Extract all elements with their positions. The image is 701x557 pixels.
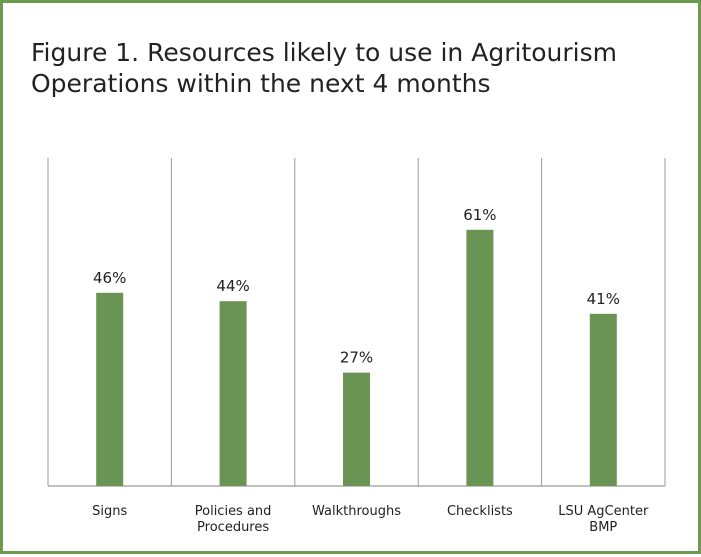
data-label: 46% <box>93 269 126 287</box>
bar <box>343 372 370 486</box>
bar <box>96 292 124 486</box>
x-tick-label: Signs <box>92 504 127 519</box>
chart-title: Figure 1. Resources likely to use in Agr… <box>31 38 617 98</box>
data-label: 44% <box>216 277 249 295</box>
x-tick-label: LSU AgCenter <box>558 504 649 519</box>
bar <box>219 301 247 486</box>
x-tick-label: Procedures <box>197 520 269 535</box>
x-tick-label: Policies and <box>195 504 272 519</box>
data-label: 41% <box>587 290 620 308</box>
bar <box>589 313 617 486</box>
bar <box>466 229 494 487</box>
x-tick-label: BMP <box>589 520 617 535</box>
x-tick-label: Walkthroughs <box>312 504 401 519</box>
data-label: 27% <box>340 349 373 367</box>
x-tick-label: Checklists <box>447 504 513 519</box>
data-label: 61% <box>463 206 496 224</box>
